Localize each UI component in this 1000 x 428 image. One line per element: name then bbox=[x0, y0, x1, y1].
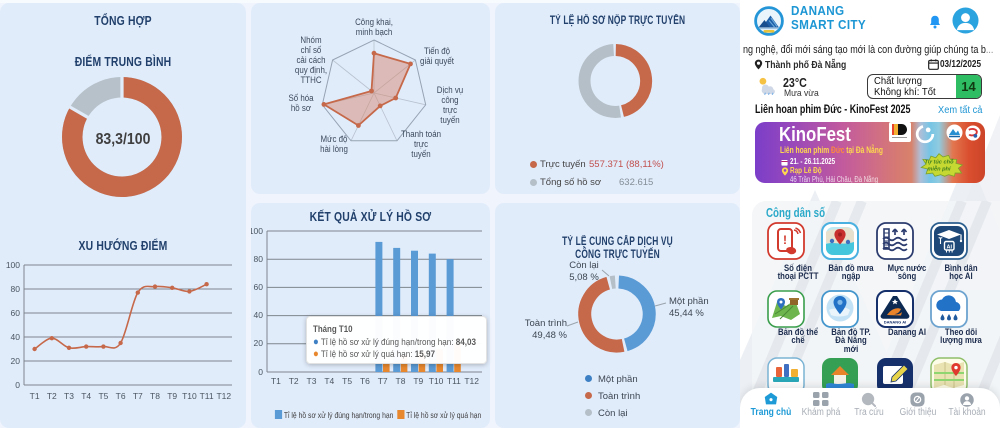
svg-text:T12: T12 bbox=[216, 391, 231, 401]
svg-text:T11: T11 bbox=[200, 391, 214, 401]
svg-text:T1: T1 bbox=[30, 391, 40, 401]
svg-text:T4: T4 bbox=[324, 376, 334, 386]
svg-text:T2: T2 bbox=[289, 376, 299, 386]
svg-text:T1: T1 bbox=[271, 376, 281, 386]
svg-text:0: 0 bbox=[258, 367, 263, 377]
svg-text:20: 20 bbox=[11, 356, 21, 366]
svg-text:T5: T5 bbox=[98, 391, 108, 401]
svg-text:T7: T7 bbox=[378, 376, 388, 386]
svg-text:T7: T7 bbox=[133, 391, 143, 401]
svg-text:T3: T3 bbox=[307, 376, 317, 386]
svg-text:T11: T11 bbox=[447, 376, 461, 386]
svg-text:T2: T2 bbox=[47, 391, 57, 401]
svg-text:20: 20 bbox=[254, 338, 264, 348]
svg-text:60: 60 bbox=[254, 282, 264, 292]
svg-text:T10: T10 bbox=[429, 376, 444, 386]
svg-text:T8: T8 bbox=[396, 376, 406, 386]
svg-text:T6: T6 bbox=[116, 391, 126, 401]
svg-text:T9: T9 bbox=[167, 391, 177, 401]
svg-text:miễn phí: miễn phí bbox=[927, 165, 952, 172]
svg-text:DANANG AI: DANANG AI bbox=[883, 319, 906, 324]
svg-text:T6: T6 bbox=[360, 376, 370, 386]
svg-text:T8: T8 bbox=[150, 391, 160, 401]
svg-text:T5: T5 bbox=[342, 376, 352, 386]
svg-text:100: 100 bbox=[6, 260, 20, 270]
svg-text:T12: T12 bbox=[464, 376, 479, 386]
svg-text:80: 80 bbox=[254, 254, 264, 264]
svg-text:0: 0 bbox=[15, 380, 20, 390]
svg-text:100: 100 bbox=[251, 226, 263, 236]
svg-text:80: 80 bbox=[11, 284, 21, 294]
svg-text:!: ! bbox=[783, 233, 787, 247]
svg-text:T10: T10 bbox=[182, 391, 197, 401]
svg-text:40: 40 bbox=[11, 332, 21, 342]
svg-text:AI: AI bbox=[947, 244, 953, 250]
svg-text:Tự túc chỗ: Tự túc chỗ bbox=[924, 158, 954, 165]
svg-text:T4: T4 bbox=[81, 391, 91, 401]
svg-text:60: 60 bbox=[11, 308, 21, 318]
svg-text:40: 40 bbox=[254, 310, 264, 320]
svg-text:T9: T9 bbox=[413, 376, 423, 386]
svg-text:T3: T3 bbox=[64, 391, 74, 401]
